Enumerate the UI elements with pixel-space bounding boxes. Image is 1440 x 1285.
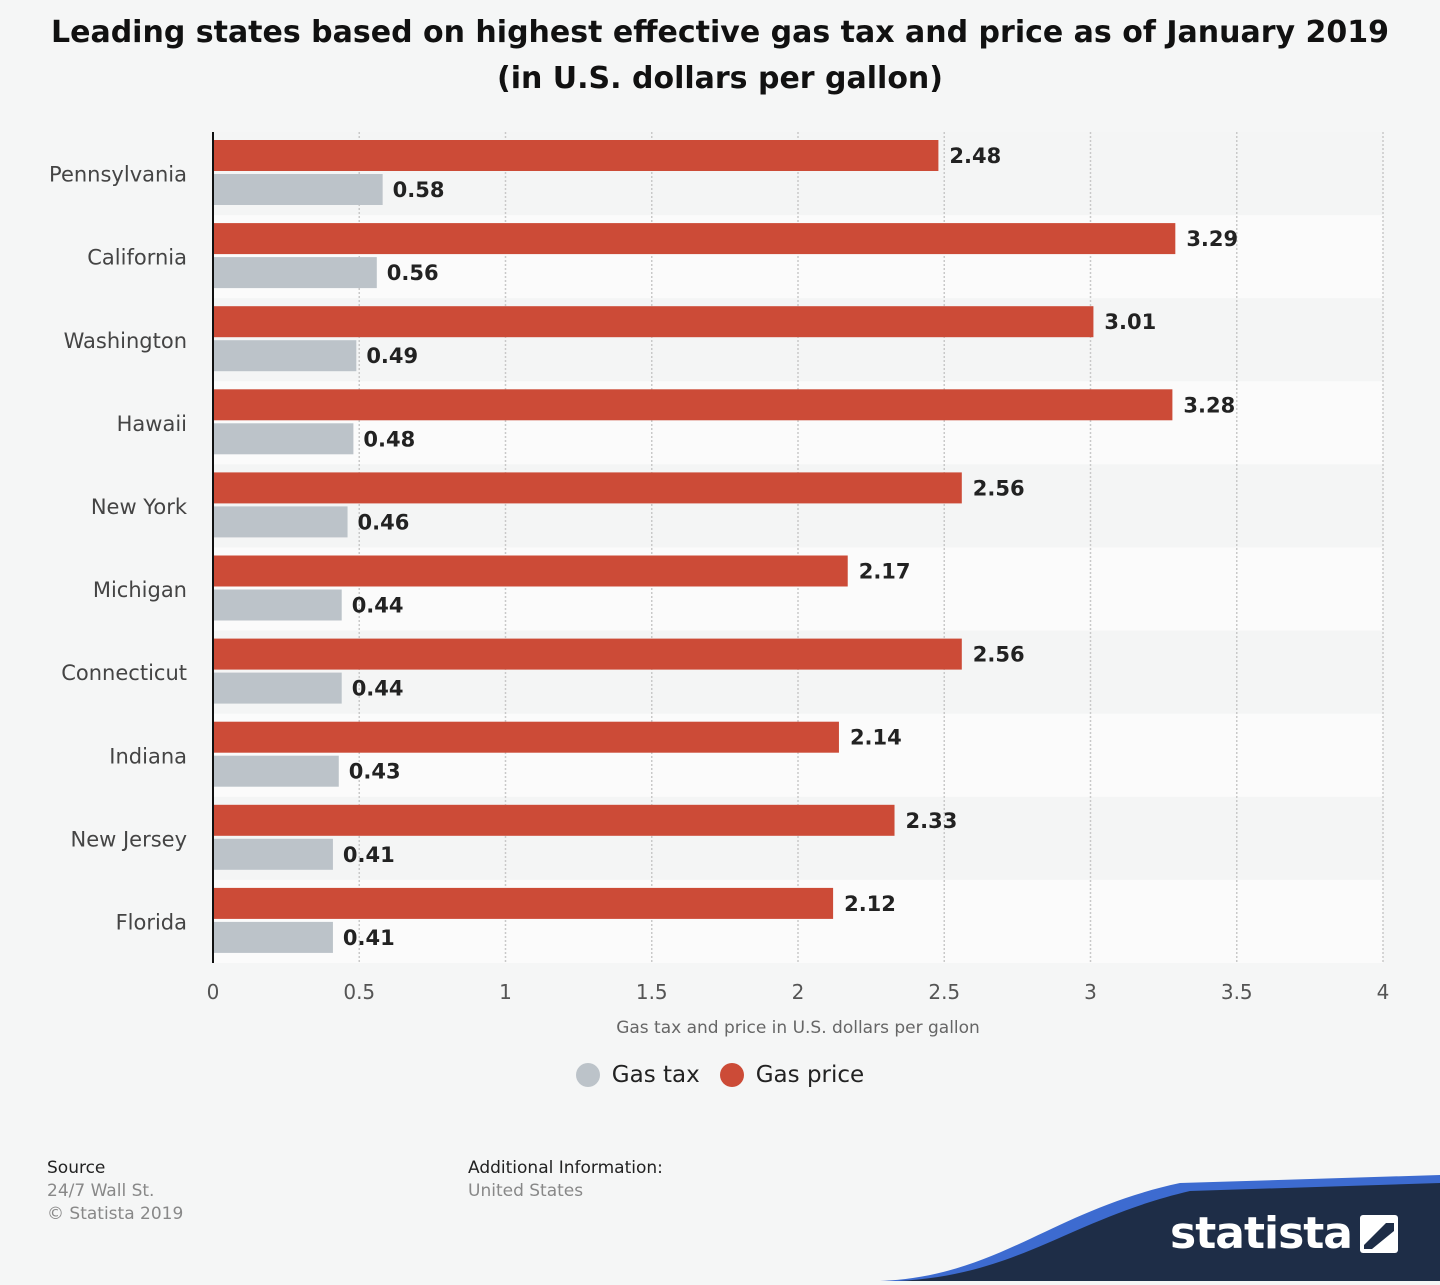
chart-legend: Gas tax Gas price xyxy=(0,1062,1440,1088)
x-tick-label: 0 xyxy=(207,980,220,1004)
bar-gas-price xyxy=(213,223,1176,255)
bar-gas-tax xyxy=(213,755,339,787)
data-label-gas-price: 2.12 xyxy=(844,892,896,916)
category-label: Indiana xyxy=(109,744,187,768)
bar-gas-tax xyxy=(213,589,342,621)
category-label: Hawaii xyxy=(117,412,187,436)
x-tick-label: 2.5 xyxy=(928,980,960,1004)
source-line-1: 24/7 Wall St. xyxy=(47,1181,155,1201)
additional-info-heading: Additional Information: xyxy=(468,1158,663,1178)
legend-item-gas-price[interactable]: Gas price xyxy=(719,1062,865,1088)
bar-gas-price xyxy=(213,721,839,753)
category-label: Florida xyxy=(116,910,187,934)
bar-gas-tax xyxy=(213,340,357,372)
legend-dot-gas-price xyxy=(719,1063,744,1087)
data-label-gas-tax: 0.48 xyxy=(363,427,415,451)
data-label-gas-tax: 0.49 xyxy=(366,344,418,368)
source-line-2: © Statista 2019 xyxy=(47,1204,184,1224)
category-label: Pennsylvania xyxy=(49,163,187,187)
x-tick-label: 3 xyxy=(1084,980,1097,1004)
chart-title: Leading states based on highest effectiv… xyxy=(0,10,1440,102)
chart-title-line-1: Leading states based on highest effectiv… xyxy=(51,15,1389,50)
bar-gas-tax xyxy=(213,423,354,455)
data-label-gas-tax: 0.56 xyxy=(387,261,439,285)
bar-gas-price xyxy=(213,887,834,919)
category-label: New York xyxy=(91,495,188,519)
bar-gas-price xyxy=(213,389,1173,421)
bar-gas-tax xyxy=(213,672,342,704)
data-label-gas-tax: 0.43 xyxy=(349,760,401,784)
brand-wave xyxy=(880,1175,1440,1281)
data-label-gas-tax: 0.44 xyxy=(352,594,404,618)
additional-info-line-1: United States xyxy=(468,1181,584,1201)
bar-gas-tax xyxy=(213,921,333,953)
data-label-gas-tax: 0.58 xyxy=(393,178,445,202)
data-label-gas-price: 2.14 xyxy=(850,726,902,750)
bar-gas-price xyxy=(213,306,1094,338)
bar-gas-price xyxy=(213,555,848,587)
x-tick-label: 4 xyxy=(1377,980,1390,1004)
bar-gas-tax xyxy=(213,174,383,205)
footer-additional-info: Additional Information: United States xyxy=(468,1157,663,1203)
x-tick-label: 3.5 xyxy=(1221,980,1253,1004)
chart-title-line-2: (in U.S. dollars per gallon) xyxy=(496,61,943,96)
bar-gas-price xyxy=(213,638,962,670)
data-label-gas-price: 2.56 xyxy=(973,476,1025,500)
legend-item-gas-tax[interactable]: Gas tax xyxy=(575,1062,700,1088)
data-label-gas-price: 2.56 xyxy=(973,643,1025,667)
bar-gas-tax xyxy=(213,506,348,538)
footer-source: Source 24/7 Wall St. © Statista 2019 xyxy=(47,1157,183,1226)
category-label: Michigan xyxy=(93,578,187,602)
x-tick-label: 0.5 xyxy=(343,980,375,1004)
data-label-gas-price: 2.17 xyxy=(859,560,911,584)
data-label-gas-price: 3.01 xyxy=(1104,310,1156,334)
data-label-gas-tax: 0.41 xyxy=(343,843,395,867)
category-label: Washington xyxy=(64,329,187,353)
statista-brand-area: statista xyxy=(880,1171,1440,1281)
bar-gas-tax xyxy=(213,838,333,870)
bar-gas-price xyxy=(213,140,939,171)
data-label-gas-price: 2.33 xyxy=(906,809,958,833)
legend-label-gas-tax: Gas tax xyxy=(611,1062,700,1088)
x-tick-label: 2 xyxy=(792,980,805,1004)
bar-gas-price xyxy=(213,804,895,836)
data-label-gas-price: 3.29 xyxy=(1186,227,1238,251)
legend-dot-gas-tax xyxy=(575,1063,600,1087)
data-label-gas-tax: 0.46 xyxy=(358,510,410,534)
data-label-gas-price: 2.48 xyxy=(949,144,1001,168)
source-heading: Source xyxy=(47,1158,106,1178)
x-tick-label: 1 xyxy=(499,980,512,1004)
statista-logo-icon xyxy=(1360,1214,1398,1253)
category-label: California xyxy=(87,246,187,270)
category-label: New Jersey xyxy=(70,827,187,851)
data-label-gas-price: 3.28 xyxy=(1183,393,1235,417)
statista-logo-text: statista xyxy=(1170,1208,1353,1259)
statista-logo[interactable]: statista xyxy=(1170,1208,1398,1259)
data-label-gas-tax: 0.41 xyxy=(343,926,395,950)
data-label-gas-tax: 0.44 xyxy=(352,677,404,701)
bar-gas-tax xyxy=(213,257,377,289)
x-axis-title: Gas tax and price in U.S. dollars per ga… xyxy=(616,1018,980,1038)
x-tick-label: 1.5 xyxy=(636,980,668,1004)
category-label: Connecticut xyxy=(61,661,187,685)
legend-label-gas-price: Gas price xyxy=(755,1062,865,1088)
bar-gas-price xyxy=(213,472,962,504)
